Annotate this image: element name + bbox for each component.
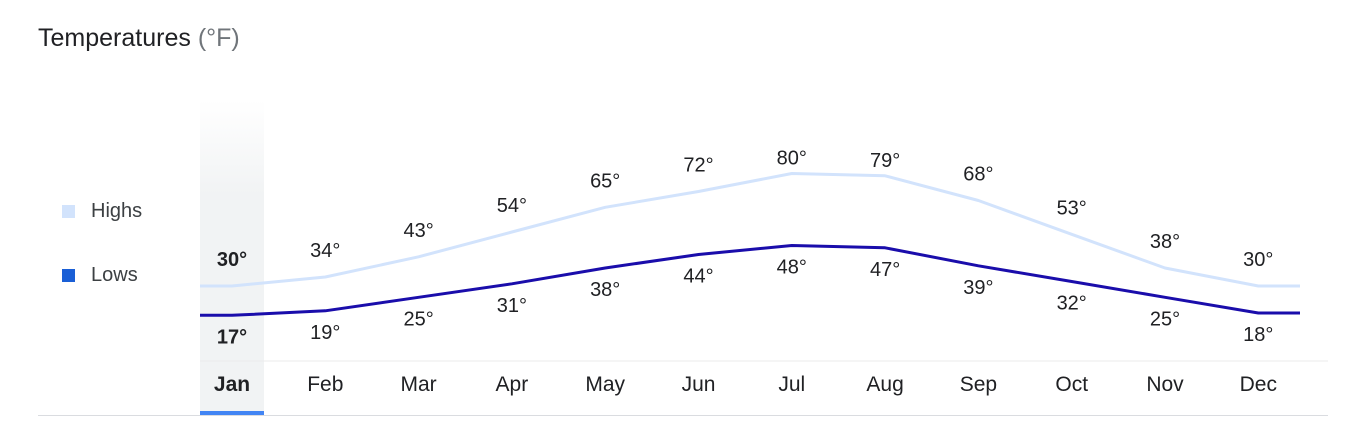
highs-label-dec: 30°: [1243, 249, 1273, 271]
chart-title: Temperatures (°F): [38, 24, 240, 53]
month-tab-feb[interactable]: Feb: [307, 373, 343, 396]
month-tab-nov[interactable]: Nov: [1146, 373, 1184, 396]
highs-label-apr: 54°: [497, 195, 527, 217]
month-tab-sep[interactable]: Sep: [960, 373, 997, 396]
lows-label-jan: 17°: [217, 326, 247, 348]
legend-label-lows: Lows: [91, 264, 138, 286]
lows-label-nov: 25°: [1150, 308, 1180, 330]
highs-label-aug: 79°: [870, 150, 900, 172]
lows-label-sep: 39°: [963, 277, 993, 299]
lows-label-oct: 32°: [1057, 293, 1087, 315]
highs-label-sep: 68°: [963, 164, 993, 186]
legend-item-lows[interactable]: Lows: [62, 264, 138, 287]
lows-label-jun: 44°: [683, 266, 713, 288]
highs-label-jan: 30°: [217, 249, 247, 271]
selected-month-highlight: [200, 100, 264, 415]
highs-label-jul: 80°: [777, 148, 807, 170]
lows-label-aug: 47°: [870, 259, 900, 281]
title-text: Temperatures: [38, 24, 191, 52]
highs-swatch-icon: [62, 205, 75, 218]
highs-label-may: 65°: [590, 170, 620, 192]
month-tab-jan[interactable]: Jan: [214, 373, 250, 396]
month-tab-may[interactable]: May: [585, 373, 625, 396]
month-tab-jun[interactable]: Jun: [682, 373, 716, 396]
legend-item-highs[interactable]: Highs: [62, 200, 142, 223]
lows-label-mar: 25°: [403, 308, 433, 330]
lows-line: [200, 244, 1300, 317]
highs-label-jun: 72°: [683, 155, 713, 177]
title-unit: (°F): [197, 24, 240, 52]
lows-label-apr: 31°: [497, 295, 527, 317]
month-tab-jul[interactable]: Jul: [778, 373, 805, 396]
month-tab-apr[interactable]: Apr: [496, 373, 529, 396]
highs-label-nov: 38°: [1150, 231, 1180, 253]
lows-label-jul: 48°: [777, 257, 807, 279]
selected-month-indicator: [200, 411, 264, 416]
chart-bottom-divider: [38, 415, 1328, 416]
month-tab-dec[interactable]: Dec: [1240, 373, 1277, 396]
highs-label-oct: 53°: [1057, 197, 1087, 219]
lows-label-feb: 19°: [310, 322, 340, 344]
month-tab-oct[interactable]: Oct: [1055, 373, 1088, 396]
highs-label-mar: 43°: [403, 220, 433, 242]
legend-label-highs: Highs: [91, 200, 143, 222]
lows-swatch-icon: [62, 269, 75, 282]
lows-label-dec: 18°: [1243, 324, 1273, 346]
highs-label-feb: 34°: [310, 240, 340, 262]
lows-label-may: 38°: [590, 279, 620, 301]
highs-line: [200, 172, 1300, 288]
month-tab-aug[interactable]: Aug: [866, 373, 903, 396]
month-tab-mar[interactable]: Mar: [401, 373, 437, 396]
